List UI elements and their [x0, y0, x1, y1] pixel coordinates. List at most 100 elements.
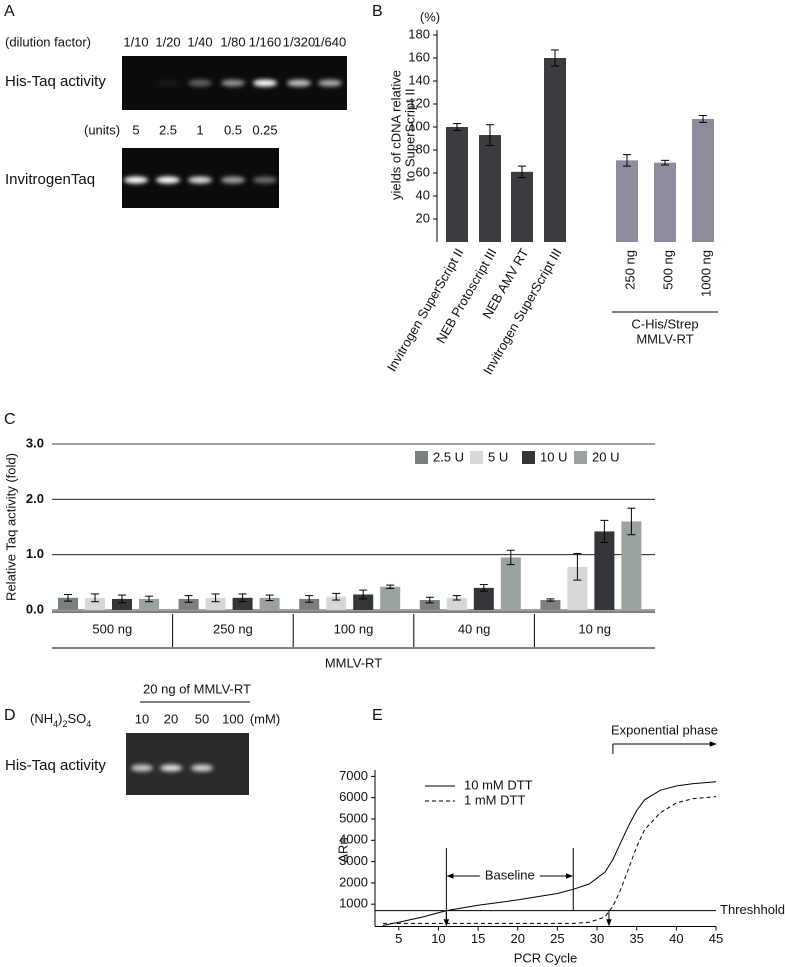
- y-tick-label: 6000: [339, 789, 368, 804]
- x-tick-label: 100 ng: [334, 621, 374, 636]
- panel-label: E: [372, 707, 383, 724]
- x-tick-label: 20: [511, 931, 525, 946]
- bar: [419, 600, 440, 610]
- y-tick-label: 2000: [339, 874, 368, 889]
- y-tick-label: 3.0: [26, 435, 44, 450]
- bar: [326, 596, 347, 610]
- y-axis-label: to SuperScript II: [402, 88, 417, 181]
- bar: [567, 566, 588, 610]
- panel-label: A: [4, 3, 15, 20]
- y-tick-label: 180: [408, 26, 430, 41]
- x-tick-label: 35: [629, 931, 643, 946]
- header-part: 4: [86, 719, 91, 729]
- x-tick-label: 1000 ng: [698, 250, 713, 297]
- bar: [479, 135, 501, 242]
- bar: [692, 118, 714, 242]
- lane-label: 1/160: [249, 34, 282, 49]
- gel-band: [253, 79, 277, 87]
- gel-title: 20 ng of MMLV-RT: [143, 681, 251, 696]
- lane-label: 10: [135, 711, 149, 726]
- gel-band: [253, 176, 277, 184]
- x-axis-label: PCR Cycle: [514, 950, 578, 965]
- gel-header: (dilution factor): [5, 34, 91, 49]
- y-tick-label: 20: [416, 210, 430, 225]
- bar: [511, 171, 533, 242]
- x-tick-label: 500 ng: [660, 250, 675, 290]
- unit-label: (%): [420, 9, 440, 24]
- lane-label: 20: [164, 711, 178, 726]
- y-axis-label: ΔRn: [335, 837, 350, 862]
- panel-label: B: [372, 3, 383, 20]
- legend-swatch: [574, 451, 587, 464]
- y-tick-label: 40: [416, 187, 430, 202]
- gel-unit: (mM): [250, 711, 280, 726]
- gel-band: [221, 176, 245, 184]
- gel-band: [287, 79, 311, 87]
- y-tick-label: 120: [408, 95, 430, 110]
- gel-header: (units): [84, 122, 120, 137]
- legend-label: 10 U: [540, 449, 567, 464]
- bar: [139, 598, 159, 610]
- bar: [540, 600, 561, 610]
- lane-label: 50: [195, 711, 209, 726]
- header-part: 2: [62, 719, 67, 729]
- y-tick-label: 7000: [339, 768, 368, 783]
- legend-swatch: [470, 451, 483, 464]
- lane-label: 0.5: [224, 122, 242, 137]
- y-tick-label: 0.0: [26, 601, 44, 616]
- group-label: MMLV-RT: [636, 331, 693, 346]
- bar: [654, 162, 676, 242]
- bar: [446, 597, 467, 610]
- x-tick-label: 5: [395, 931, 402, 946]
- header-part: SO: [67, 711, 86, 726]
- lane-label: 5: [132, 122, 139, 137]
- y-tick-label: 3000: [339, 853, 368, 868]
- lane-label: 0.25: [252, 122, 277, 137]
- lane-label: 1/80: [220, 34, 245, 49]
- bar: [299, 598, 320, 610]
- bar: [594, 531, 615, 610]
- bar: [205, 597, 226, 610]
- gel-band: [191, 764, 213, 772]
- group-label: C-His/Strep: [631, 316, 698, 331]
- panel-label: D: [4, 707, 16, 724]
- y-axis-label: Relative Taq activity (fold): [3, 453, 18, 601]
- gel-band: [156, 176, 180, 184]
- gel-band: [318, 79, 342, 87]
- x-tick-label: 250 ng: [622, 250, 637, 290]
- bar: [85, 597, 105, 610]
- x-tick-label: 250 ng: [213, 621, 253, 636]
- x-axis-label: MMLV-RT: [325, 655, 382, 670]
- baseline-label: Baseline: [485, 867, 535, 882]
- y-tick-label: 2.0: [26, 491, 44, 506]
- y-tick-label: 1.0: [26, 546, 44, 561]
- legend-swatch: [415, 451, 428, 464]
- gel: [126, 733, 249, 795]
- bar: [500, 557, 521, 610]
- bar: [58, 597, 78, 610]
- bar: [353, 594, 374, 610]
- lane-label: 1/320: [283, 34, 316, 49]
- y-tick-label: 4000: [339, 832, 368, 847]
- lane-label: 1/640: [314, 34, 347, 49]
- bar: [473, 587, 494, 610]
- bar: [178, 598, 199, 610]
- exponential-label: Exponential phase: [611, 722, 718, 737]
- bar: [544, 58, 566, 242]
- y-axis-label: yields of cDNA relative: [388, 70, 403, 200]
- legend-label: 1 mM DTT: [464, 792, 525, 807]
- gel-header: (NH4)2SO4: [30, 711, 91, 729]
- legend-label: 20 U: [592, 449, 619, 464]
- bar: [380, 586, 401, 610]
- x-tick-label: 15: [471, 931, 485, 946]
- lane-label: 100: [222, 711, 244, 726]
- x-tick-label: 10: [431, 931, 445, 946]
- lane-label: 2.5: [159, 122, 177, 137]
- gel-band: [160, 764, 182, 772]
- line-series: [382, 781, 717, 926]
- x-tick-label: 10 ng: [578, 621, 611, 636]
- line-series: [382, 796, 717, 924]
- header-part: 4: [53, 719, 58, 729]
- panel-label: C: [4, 411, 16, 428]
